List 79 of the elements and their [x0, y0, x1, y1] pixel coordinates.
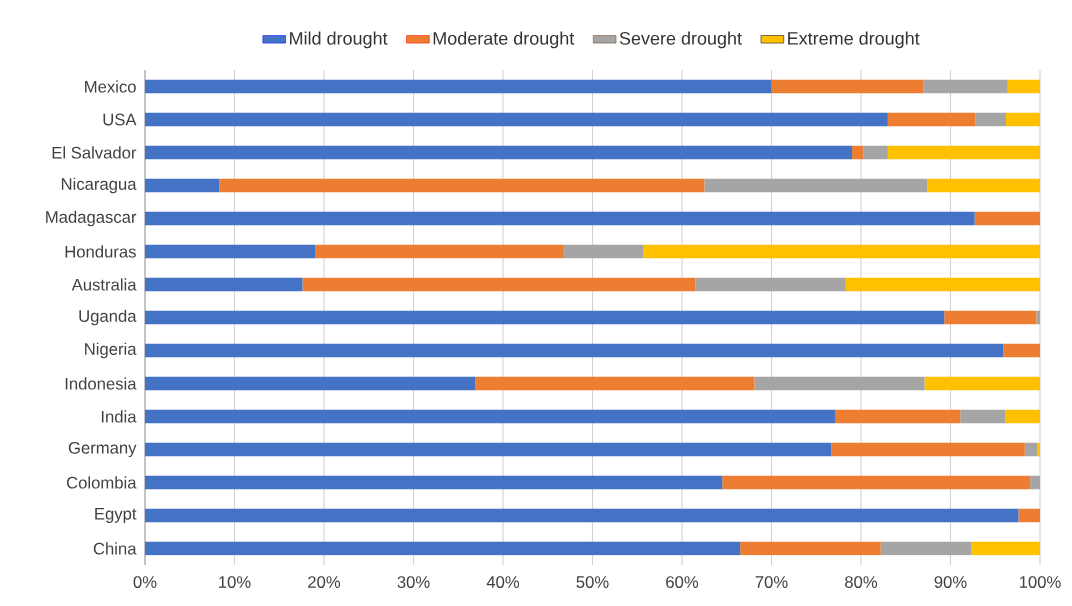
- x-tick-label: 60%: [666, 576, 699, 588]
- bar: [145, 79, 772, 94]
- y-tick-label: Colombia: [66, 476, 137, 489]
- bar: [145, 442, 832, 457]
- x-tick-label: 20%: [308, 576, 341, 588]
- legend-label: Moderate drought: [433, 31, 575, 49]
- bar: [145, 145, 853, 160]
- x-tick-label: 70%: [755, 576, 788, 588]
- bar: [887, 145, 1040, 160]
- bar: [145, 310, 945, 325]
- bar: [831, 442, 1025, 457]
- bar: [923, 79, 1008, 94]
- bar: [475, 376, 755, 391]
- x-tick-label: 0%: [133, 576, 157, 588]
- bar: [145, 409, 836, 424]
- legend-label: Mild drought: [290, 31, 388, 49]
- bar: [145, 112, 888, 127]
- bar: [887, 112, 976, 127]
- bar: [880, 541, 972, 556]
- bar: [145, 541, 741, 556]
- y-tick-label: Nigeria: [85, 342, 137, 359]
- bar: [927, 178, 1040, 193]
- bar: [960, 409, 1006, 424]
- y-tick-label: Egypt: [95, 508, 137, 523]
- bar: [145, 508, 1019, 523]
- bar: [1003, 343, 1040, 358]
- bar: [643, 244, 1040, 259]
- bar: [145, 244, 316, 259]
- y-tick-label: Uganda: [79, 309, 137, 326]
- y-tick-label: Indonesia: [65, 377, 137, 390]
- bar: [924, 376, 1040, 391]
- x-tick-label: 50%: [576, 576, 609, 588]
- bar: [145, 475, 723, 490]
- bar: [975, 112, 1006, 127]
- x-tick-label: 40%: [486, 576, 520, 588]
- y-tick-label: India: [101, 410, 137, 423]
- bar: [740, 541, 881, 556]
- legend-label: Extreme drought: [788, 31, 920, 49]
- y-tick-label: Madagascar: [46, 210, 137, 227]
- bar: [145, 277, 303, 292]
- bar: [1005, 409, 1040, 424]
- bar: [722, 475, 1031, 490]
- bar: [145, 211, 975, 226]
- bar: [563, 244, 644, 259]
- x-tick-label: 30%: [397, 576, 430, 588]
- bar: [1024, 442, 1038, 457]
- bar: [315, 244, 564, 259]
- bar: [754, 376, 925, 391]
- y-tick-label: El Salvador: [52, 146, 137, 159]
- bar: [145, 343, 1004, 358]
- bar: [1007, 79, 1040, 94]
- x-tick-label: 90%: [934, 576, 967, 588]
- bar: [944, 310, 1037, 325]
- x-tick-label: 100%: [1019, 576, 1061, 588]
- y-tick-label: Australia: [71, 278, 137, 291]
- y-tick-label: Honduras: [65, 245, 136, 258]
- bar: [302, 277, 696, 292]
- bar: [852, 145, 864, 160]
- bar: [1005, 112, 1040, 127]
- x-tick-label: 10%: [219, 576, 251, 588]
- bar: [835, 409, 961, 424]
- bar: [145, 376, 476, 391]
- y-tick-label: China: [93, 542, 137, 555]
- y-tick-label: USA: [103, 113, 137, 126]
- bar: [971, 541, 1040, 556]
- bar: [219, 178, 705, 193]
- legend-label: Severe drought: [619, 31, 742, 49]
- bar: [704, 178, 928, 193]
- bar: [771, 79, 924, 94]
- bar: [863, 145, 888, 160]
- y-tick-label: Germany: [68, 441, 137, 458]
- y-tick-label: Nicaragua: [61, 177, 137, 194]
- y-tick-label: Mexico: [85, 80, 136, 93]
- x-tick-label: 80%: [845, 576, 878, 588]
- bar: [974, 211, 1040, 226]
- bar: [845, 277, 1040, 292]
- bar: [1018, 508, 1040, 523]
- bar: [695, 277, 846, 292]
- bar: [145, 178, 220, 193]
